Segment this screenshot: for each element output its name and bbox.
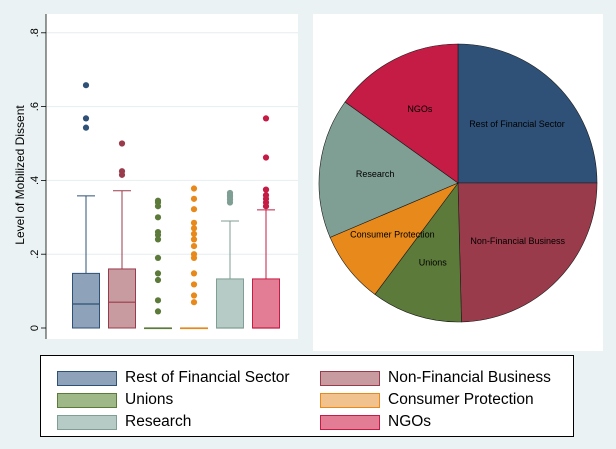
legend-swatch xyxy=(320,370,380,386)
legend-item-consumer-protection: Consumer Protection xyxy=(320,391,534,409)
pie-label: Consumer Protection xyxy=(350,230,435,240)
outlier-point xyxy=(190,281,198,288)
box-unions xyxy=(144,197,172,330)
box-rest-of-financial-sector xyxy=(72,82,100,329)
outlier-point xyxy=(154,197,162,204)
y-tick-label: 0 xyxy=(29,325,41,331)
outlier-point xyxy=(82,82,90,89)
y-tick-label: .6 xyxy=(29,102,41,111)
legend-label: Consumer Protection xyxy=(388,391,534,408)
outlier-point xyxy=(190,242,198,250)
outlier-point xyxy=(190,299,198,306)
box-iqr xyxy=(108,268,136,329)
outlier-point xyxy=(190,270,198,277)
outlier-point xyxy=(190,225,198,232)
outlier-point xyxy=(190,292,198,299)
y-tick-label: .8 xyxy=(29,28,41,37)
pie-label: Rest of Financial Sector xyxy=(469,119,565,129)
outlier-point xyxy=(190,251,198,258)
outlier-point xyxy=(154,236,162,243)
outlier-point xyxy=(262,192,270,199)
outlier-point xyxy=(262,115,270,122)
boxplot-gridlines xyxy=(46,32,298,255)
outlier-point xyxy=(226,189,234,197)
pie-slice-unions xyxy=(374,182,462,323)
legend-label: NGOs xyxy=(388,413,432,430)
pie-slice-ngos xyxy=(344,43,459,184)
outlier-point xyxy=(190,195,198,202)
outlier-point xyxy=(154,254,162,261)
boxplot-y-axis: 0 .2 .4 .6 .8 xyxy=(29,14,47,339)
outlier-point xyxy=(190,185,198,192)
box-iqr xyxy=(252,278,280,329)
outlier-point xyxy=(190,236,198,243)
legend-swatch xyxy=(57,414,117,430)
box-iqr xyxy=(216,278,244,329)
y-tick-label: .2 xyxy=(29,250,41,259)
y-tick-label: .4 xyxy=(29,176,41,185)
outlier-point xyxy=(154,228,162,236)
outlier-point xyxy=(154,214,162,221)
pie-label: Research xyxy=(356,169,395,179)
legend-item-ngos: NGOs xyxy=(320,413,431,431)
pie-slice-rest-of-financial-sector xyxy=(457,43,598,184)
boxplot-y-axis-label: Level of Mobilized Dissent xyxy=(13,105,27,245)
pie-label: Non-Financial Business xyxy=(470,236,565,246)
legend-item-non-financial-business: Non-Financial Business xyxy=(320,369,551,387)
legend-label: Unions xyxy=(125,391,174,408)
outlier-point xyxy=(118,140,126,147)
legend-item-unions: Unions xyxy=(57,391,173,409)
box-ngos xyxy=(252,115,280,329)
legend-swatch xyxy=(320,392,380,408)
outlier-point xyxy=(82,124,90,131)
outlier-point xyxy=(190,219,198,226)
legend-swatch xyxy=(57,392,117,408)
legend-swatch xyxy=(57,370,117,386)
box-iqr xyxy=(72,272,100,329)
outlier-point xyxy=(190,230,198,238)
legend-label: Rest of Financial Sector xyxy=(125,369,290,386)
pie-label: NGOs xyxy=(407,104,433,114)
outlier-point xyxy=(262,154,270,161)
boxplot-series xyxy=(72,82,280,330)
outlier-point xyxy=(154,276,162,284)
outlier-point xyxy=(82,115,90,122)
pie-label: Unions xyxy=(419,257,448,267)
outlier-point xyxy=(190,206,198,213)
legend-item-rest-of-financial-sector: Rest of Financial Sector xyxy=(57,369,290,387)
outlier-point xyxy=(154,308,162,315)
legend: Rest of Financial Sector Non-Financial B… xyxy=(40,355,574,437)
outlier-point xyxy=(118,168,126,175)
pie-chart: Rest of Financial Sector Non-Financial Bu… xyxy=(318,43,598,323)
outlier-point xyxy=(154,270,162,277)
legend-label: Research xyxy=(125,413,192,430)
box-consumer-protection xyxy=(180,185,208,330)
outlier-point xyxy=(262,186,270,193)
legend-item-research: Research xyxy=(57,413,191,431)
legend-label: Non-Financial Business xyxy=(388,369,551,386)
pie-slice-research xyxy=(318,101,459,238)
legend-swatch xyxy=(320,414,380,430)
pie-slice-non-financial-business xyxy=(457,182,598,323)
box-research xyxy=(216,189,244,329)
box-non-financial-business xyxy=(108,140,136,329)
outlier-point xyxy=(154,297,162,304)
